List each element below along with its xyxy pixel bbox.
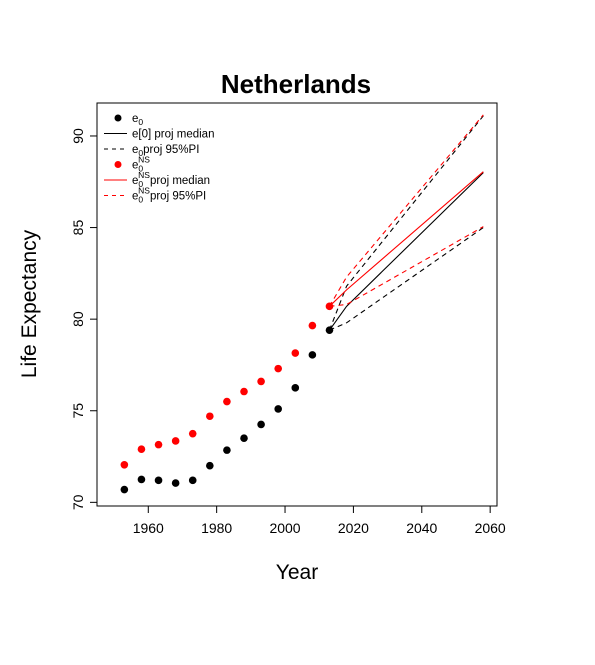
data-point xyxy=(257,420,265,429)
y-tick-label: 70 xyxy=(70,494,86,510)
legend-label: e0NSproj 95%PI xyxy=(132,186,206,205)
projection-95pi-line xyxy=(329,227,484,331)
data-point xyxy=(308,351,317,359)
projection-95pi-line xyxy=(328,115,484,331)
y-axis: 70 75 80 85 90 xyxy=(70,128,97,510)
legend-point-symbol xyxy=(114,114,122,122)
x-tick-label: 2060 xyxy=(475,520,506,536)
plot-frame xyxy=(96,102,498,507)
data-point xyxy=(206,461,214,470)
series-layer xyxy=(120,114,484,494)
legend-label: e0 xyxy=(132,113,143,127)
y-tick-label: 80 xyxy=(70,311,86,327)
data-point xyxy=(274,405,282,413)
data-point xyxy=(120,460,129,469)
x-tick-label: 1960 xyxy=(133,520,164,536)
data-point xyxy=(120,485,129,494)
y-tick-label: 85 xyxy=(70,220,86,236)
projection-median-line xyxy=(329,172,484,331)
legend-point-symbol xyxy=(114,161,122,168)
projection-median-line xyxy=(329,171,484,307)
projection-95pi-line xyxy=(329,114,484,307)
data-point xyxy=(171,479,180,487)
data-point xyxy=(137,475,146,484)
x-axis-label: Year xyxy=(276,561,318,584)
x-tick-label: 2000 xyxy=(269,520,300,536)
data-point xyxy=(188,429,197,438)
x-tick-label: 1980 xyxy=(201,520,232,536)
data-point xyxy=(325,326,334,334)
x-tick-label: 2020 xyxy=(338,520,369,536)
data-point xyxy=(154,440,163,449)
legend-label: e0NS xyxy=(132,155,150,174)
data-point xyxy=(240,387,248,396)
data-point xyxy=(223,397,231,406)
data-point xyxy=(137,445,146,454)
x-tick-label: 2040 xyxy=(406,520,437,536)
y-tick-label: 90 xyxy=(70,128,86,144)
data-point xyxy=(325,302,334,311)
legend-label: e0NSproj median xyxy=(132,170,210,189)
data-point xyxy=(274,364,282,373)
y-tick-label: 75 xyxy=(70,403,86,419)
data-point xyxy=(308,321,317,330)
legend-label: e0proj 95%PI xyxy=(132,144,199,158)
data-point xyxy=(188,476,197,485)
legend-label: e[0] proj median xyxy=(132,129,214,141)
data-point xyxy=(223,446,231,454)
data-point xyxy=(291,349,300,357)
data-point xyxy=(154,476,163,485)
data-point xyxy=(240,434,248,443)
data-point xyxy=(171,437,180,445)
x-axis: 1960 1980 2000 2020 2040 2060 xyxy=(133,506,506,536)
data-point xyxy=(257,377,265,386)
data-point xyxy=(291,384,300,392)
data-point xyxy=(206,412,214,421)
chart-title: Netherlands xyxy=(221,69,371,99)
y-axis-label: Life Expectancy xyxy=(18,229,41,378)
